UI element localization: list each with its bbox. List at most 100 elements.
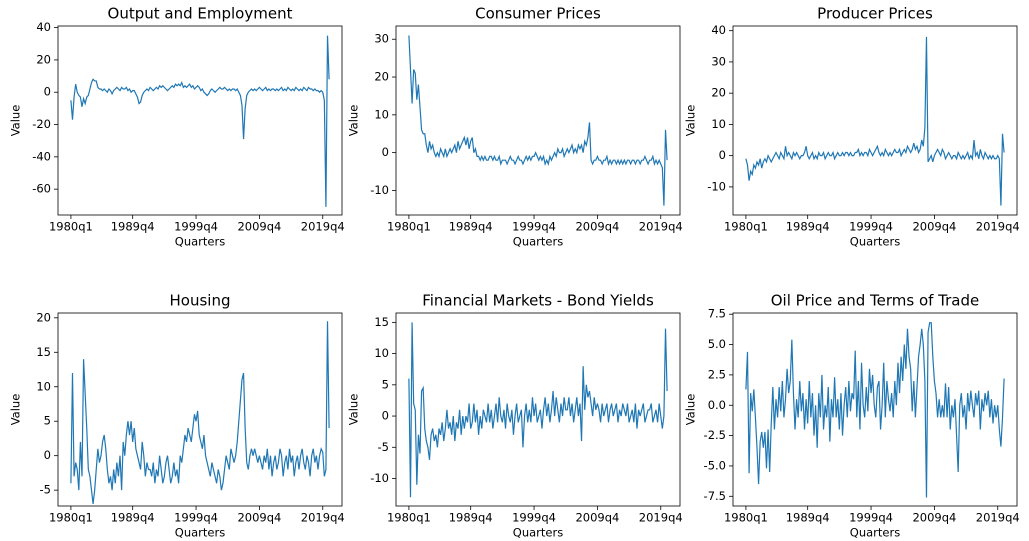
x-tick-label: 1989q4 xyxy=(786,220,830,234)
x-axis-label: Quarters xyxy=(175,526,225,540)
x-tick-label: 1980q1 xyxy=(724,511,768,525)
x-tick-label: 1980q1 xyxy=(49,220,93,234)
y-tick-label: 20 xyxy=(711,86,726,100)
subplot-title: Financial Markets - Bond Yields xyxy=(422,292,654,310)
y-tick-label: 0 xyxy=(44,448,51,462)
x-tick-label: 1980q1 xyxy=(724,220,768,234)
y-tick-label: -2.5 xyxy=(704,428,726,442)
y-tick-label: 20 xyxy=(374,70,389,84)
subplot: Oil Price and Terms of Trade -7.5 -5.0 -2.5… xyxy=(684,292,1020,540)
axes-frame xyxy=(57,312,343,507)
x-tick-label: 1980q1 xyxy=(387,511,431,525)
y-tick-label: 15 xyxy=(36,345,51,359)
subplot: Producer Prices -10 0 10 20 30 40 1980q1 1989q4 1… xyxy=(684,5,1020,249)
x-tick-label: 2019q4 xyxy=(639,220,683,234)
y-axis-label: Value xyxy=(347,105,361,137)
y-tick-label: 20 xyxy=(36,310,51,324)
y-tick-label: 15 xyxy=(374,315,389,329)
y-tick-label: -10 xyxy=(370,183,389,197)
y-tick-label: 7.5 xyxy=(708,307,726,321)
y-tick-label: 0 xyxy=(382,409,389,423)
subplot-title: Output and Employment xyxy=(108,5,293,23)
y-tick-label: 40 xyxy=(711,23,726,37)
y-tick-label: -5.0 xyxy=(704,458,726,472)
y-tick-label: 40 xyxy=(36,20,51,34)
y-tick-label: -20 xyxy=(32,117,51,131)
x-tick-label: 2009q4 xyxy=(575,511,619,525)
y-tick-label: -10 xyxy=(370,471,389,485)
x-tick-label: 1989q4 xyxy=(786,511,830,525)
y-tick-label: -5 xyxy=(378,440,389,454)
x-axis-label: Quarters xyxy=(850,235,900,249)
axes-frame xyxy=(395,25,681,216)
x-tick-label: 2009q4 xyxy=(237,511,281,525)
x-tick-label: 1989q4 xyxy=(449,220,493,234)
series-line xyxy=(745,322,1005,498)
y-tick-label: 10 xyxy=(36,379,51,393)
y-tick-label: 10 xyxy=(374,107,389,121)
x-tick-label: 2019q4 xyxy=(976,511,1020,525)
y-tick-label: 5 xyxy=(382,377,389,391)
x-tick-label: 1989q4 xyxy=(111,511,155,525)
x-tick-label: 1999q4 xyxy=(512,220,556,234)
x-tick-label: 1980q1 xyxy=(387,220,431,234)
y-axis-label: Value xyxy=(684,105,698,137)
y-axis-label: Value xyxy=(9,394,23,426)
x-axis-label: Quarters xyxy=(850,526,900,540)
y-axis-label: Value xyxy=(9,105,23,137)
x-tick-label: 1989q4 xyxy=(449,511,493,525)
subplot: Output and Employment -60 -40 -20 0 20 40 1980q… xyxy=(9,5,345,249)
y-tick-label: -40 xyxy=(32,149,51,163)
x-tick-label: 2019q4 xyxy=(301,220,345,234)
subplot-title: Oil Price and Terms of Trade xyxy=(771,292,980,310)
x-tick-label: 2019q4 xyxy=(976,220,1020,234)
x-tick-label: 2019q4 xyxy=(639,511,683,525)
x-tick-label: 1999q4 xyxy=(174,220,218,234)
y-tick-label: -10 xyxy=(707,179,726,193)
y-tick-label: 5 xyxy=(44,414,51,428)
y-tick-label: 10 xyxy=(374,346,389,360)
x-axis-label: Quarters xyxy=(513,526,563,540)
y-tick-label: -5 xyxy=(40,483,51,497)
y-tick-label: 0.0 xyxy=(708,398,726,412)
y-tick-label: -7.5 xyxy=(704,489,726,503)
series-line xyxy=(745,36,1005,206)
x-tick-label: 1999q4 xyxy=(174,511,218,525)
y-tick-label: 5.0 xyxy=(708,337,726,351)
y-tick-label: 30 xyxy=(711,54,726,68)
x-tick-label: 2019q4 xyxy=(301,511,345,525)
subplot: Consumer Prices -10 0 10 20 30 1980q1 1989q4 199… xyxy=(347,5,683,249)
subplot-title: Housing xyxy=(170,292,231,310)
x-tick-label: 1999q4 xyxy=(512,511,556,525)
subplot-title: Consumer Prices xyxy=(475,5,601,23)
x-axis-label: Quarters xyxy=(513,235,563,249)
y-tick-label: -60 xyxy=(32,182,51,196)
series-line xyxy=(70,35,330,207)
x-tick-label: 2009q4 xyxy=(575,220,619,234)
axes-frame xyxy=(732,312,1018,507)
x-tick-label: 2009q4 xyxy=(912,511,956,525)
y-tick-label: 0 xyxy=(382,145,389,159)
y-tick-label: 20 xyxy=(36,52,51,66)
x-tick-label: 1980q1 xyxy=(49,511,93,525)
x-tick-label: 1999q4 xyxy=(849,511,893,525)
y-tick-label: 0 xyxy=(719,148,726,162)
y-tick-label: 10 xyxy=(711,117,726,131)
y-tick-label: 2.5 xyxy=(708,367,726,381)
subplot-title: Producer Prices xyxy=(817,5,933,23)
axes-frame xyxy=(57,25,343,216)
x-tick-label: 1989q4 xyxy=(111,220,155,234)
x-tick-label: 1999q4 xyxy=(849,220,893,234)
axes-frame xyxy=(732,25,1018,216)
series-line xyxy=(408,322,668,498)
y-tick-label: 0 xyxy=(44,85,51,99)
x-tick-label: 2009q4 xyxy=(912,220,956,234)
series-line xyxy=(70,321,330,504)
series-line xyxy=(408,35,668,206)
x-axis-label: Quarters xyxy=(175,235,225,249)
axes-frame xyxy=(395,312,681,507)
y-tick-label: 30 xyxy=(374,32,389,46)
y-axis-label: Value xyxy=(684,394,698,426)
subplot: Housing -5 0 5 10 15 20 1980q1 1989q4 1999q4 2009q… xyxy=(9,292,345,540)
